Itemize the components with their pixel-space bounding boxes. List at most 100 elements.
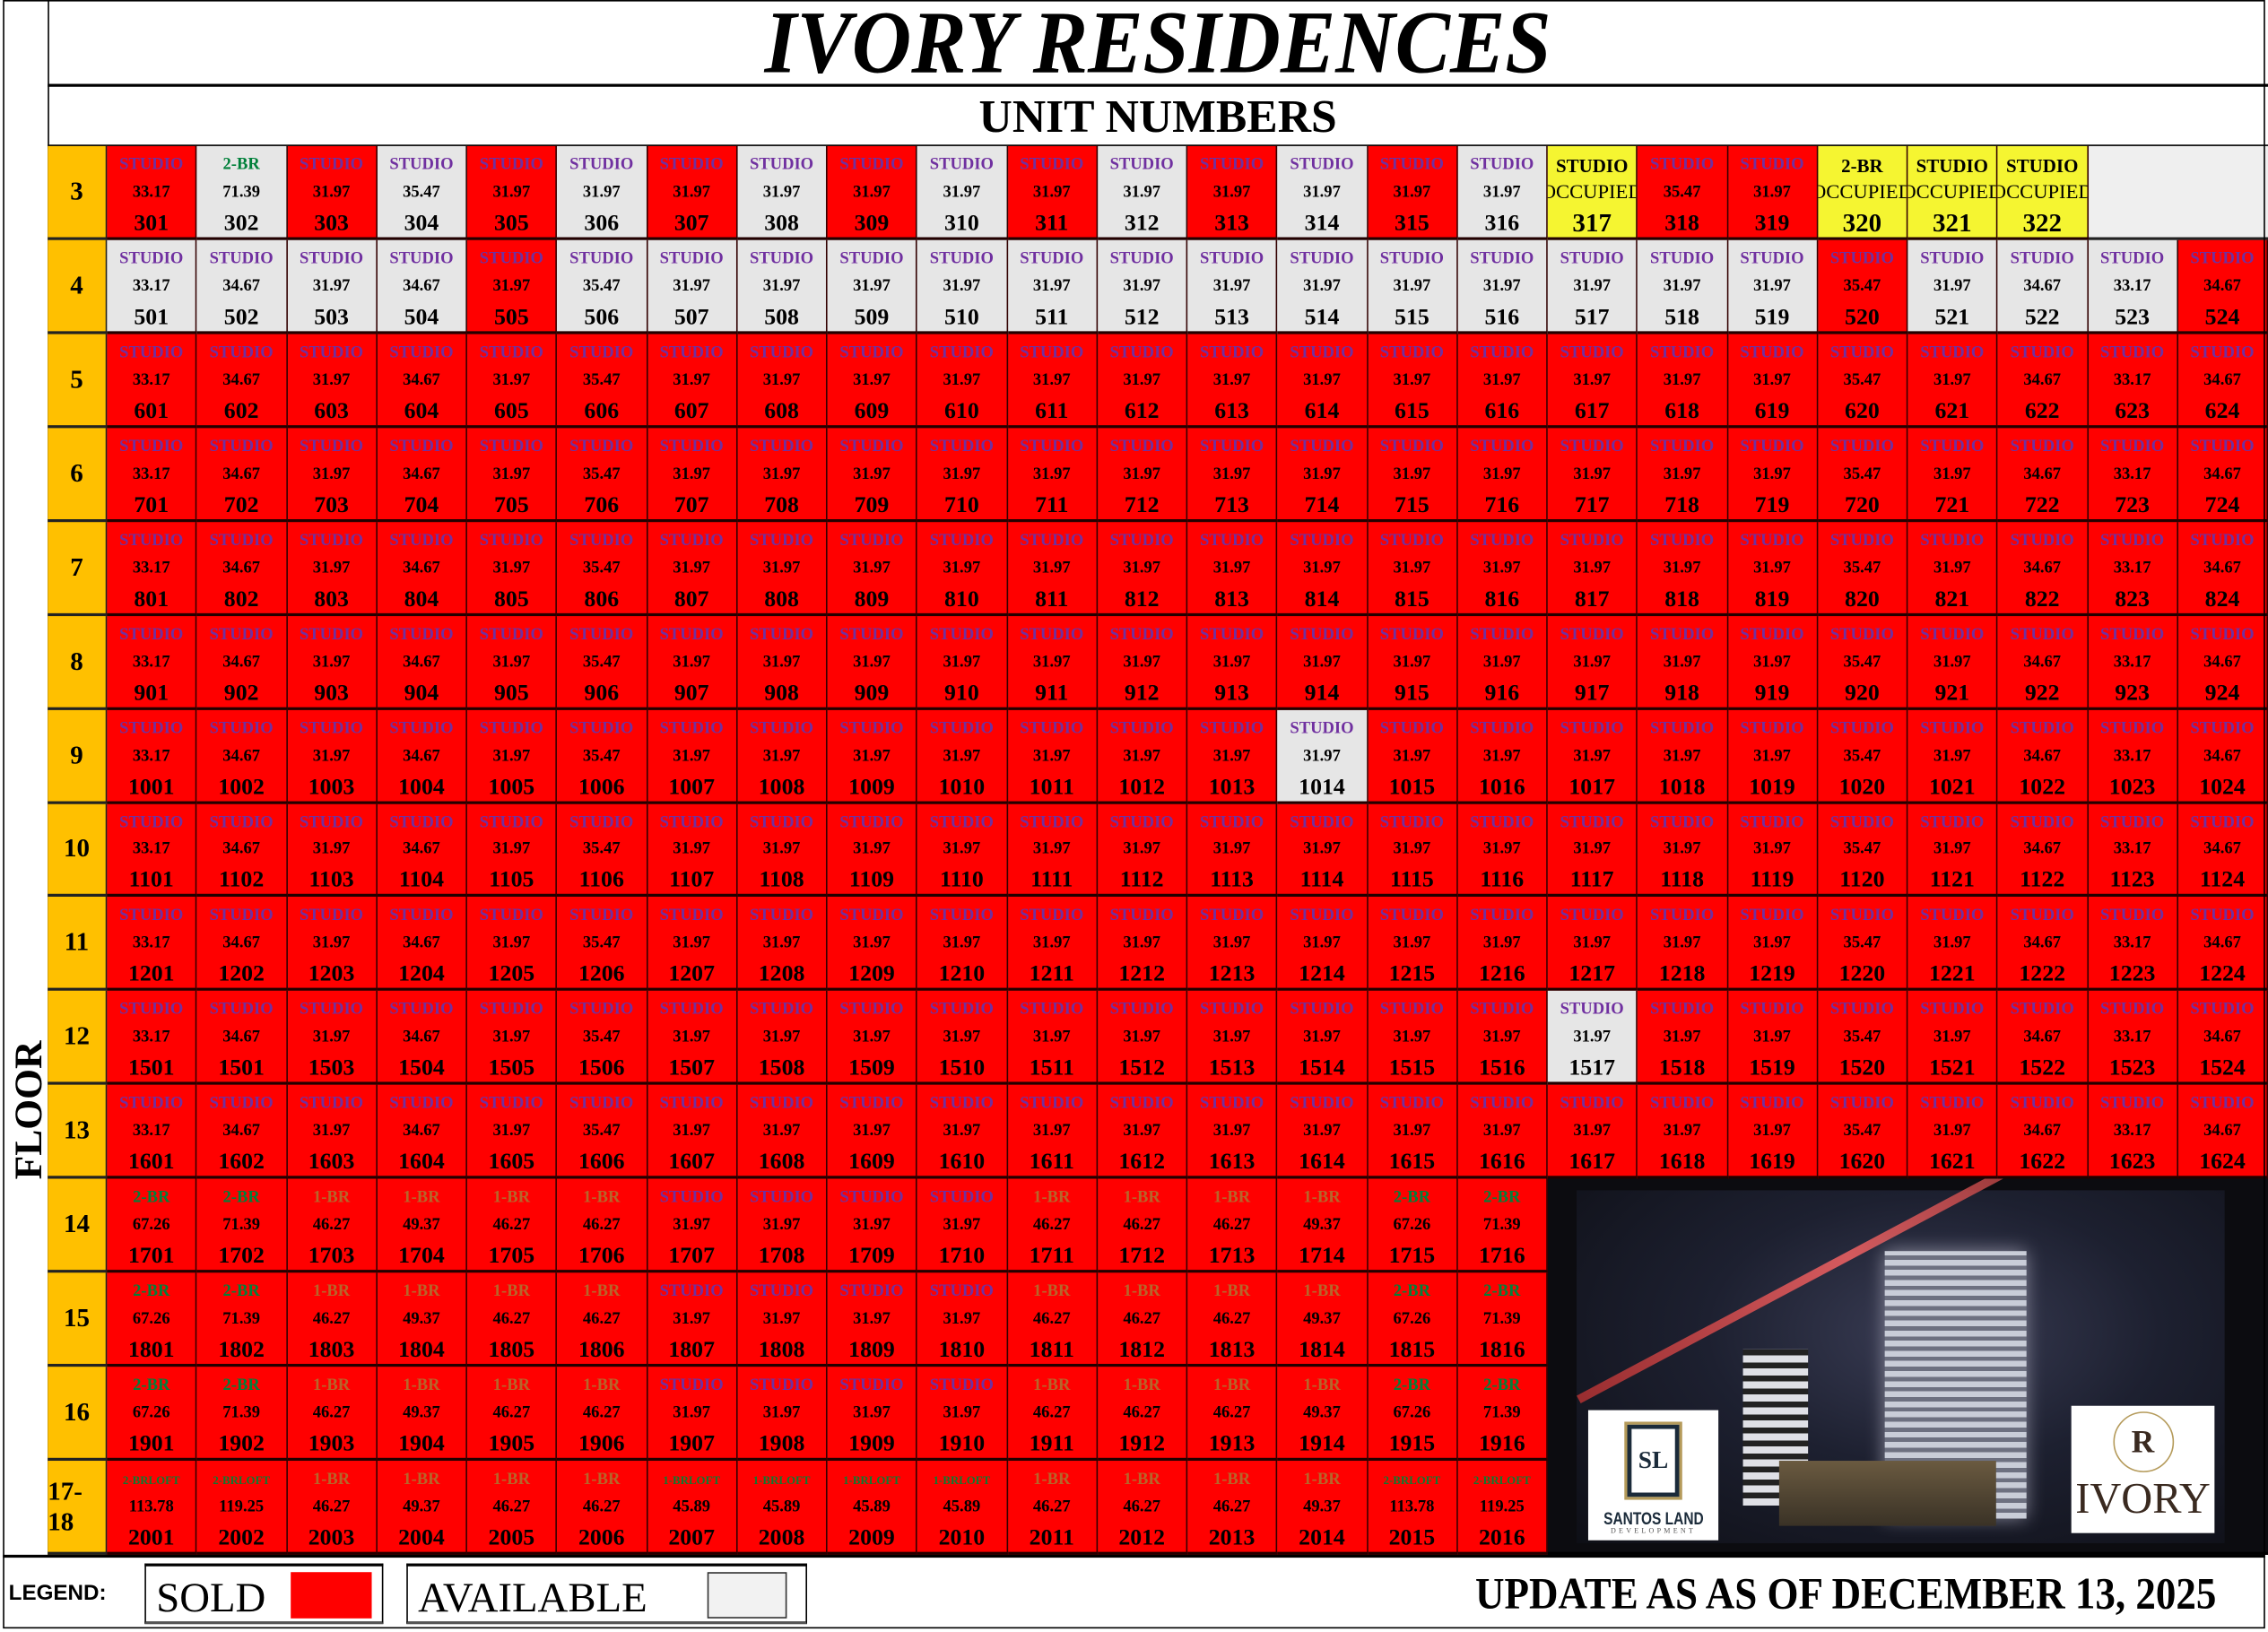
unit-type: 1-BR <box>492 1471 530 1489</box>
unit-area: 31.97 <box>673 183 711 202</box>
unit-number: 604 <box>404 398 439 424</box>
unit-cell-available: STUDIO 31.97 521 <box>1907 239 1998 334</box>
unit-number: 1611 <box>1029 1150 1074 1176</box>
legend-sold-label: SOLD <box>156 1575 266 1622</box>
unit-type: STUDIO <box>1470 813 1534 831</box>
unit-number: 1124 <box>2199 868 2246 893</box>
unit-area: 34.67 <box>222 559 261 577</box>
unit-type: STUDIO <box>479 625 543 644</box>
unit-cell-available: STUDIO 31.97 306 <box>557 145 647 240</box>
unit-area: 34.67 <box>2023 653 2062 671</box>
unit-type: STUDIO <box>569 907 634 925</box>
unit-type: STUDIO <box>839 1282 904 1301</box>
unit-cell-available: STUDIO 31.97 308 <box>737 145 828 240</box>
unit-area: 31.97 <box>1573 464 1612 483</box>
unit-area: 34.67 <box>403 747 440 765</box>
unit-cell-sold: STUDIO 31.97 713 <box>1187 428 1278 522</box>
unit-area: 31.97 <box>1212 277 1251 295</box>
unit-cell-sold: STUDIO 31.97 303 <box>287 145 378 240</box>
unit-area: 31.97 <box>1753 183 1791 202</box>
unit-cell-sold: STUDIO 34.67 1002 <box>196 709 288 804</box>
unit-type: 1-BR <box>1123 1189 1160 1207</box>
unit-type: STUDIO <box>1379 532 1444 550</box>
unit-number: 724 <box>2204 492 2240 517</box>
unit-cell-sold: STUDIO 35.47 806 <box>557 521 647 616</box>
unit-number: 1202 <box>218 962 265 987</box>
unit-type: STUDIO <box>1379 625 1444 644</box>
unit-cell-sold: 1-BRLOFT 45.89 2009 <box>827 1461 917 1555</box>
unit-number: 1123 <box>2109 868 2155 893</box>
unit-type: 1-BR <box>1033 1376 1071 1395</box>
unit-number: 813 <box>1214 586 1249 612</box>
unit-cell-sold: 2-BRLOFT 113.78 2015 <box>1367 1461 1458 1555</box>
unit-area: 31.97 <box>312 183 351 202</box>
unit-cell-sold: STUDIO 31.97 609 <box>827 334 917 429</box>
unit-area: 119.25 <box>219 1498 265 1516</box>
unit-number: 1704 <box>398 1244 445 1269</box>
unit-type: STUDIO <box>659 719 724 737</box>
unit-cell-sold: STUDIO 31.97 605 <box>466 334 558 429</box>
unit-area: 31.97 <box>1482 277 1521 295</box>
unit-area: 31.97 <box>1212 934 1251 952</box>
unit-cell-sold: STUDIO 31.97 1003 <box>287 709 378 804</box>
unit-cell-sold: 1-BR 46.27 2005 <box>466 1461 558 1555</box>
unit-type: STUDIO <box>569 1095 634 1113</box>
unit-area: OCCUPIED <box>1548 182 1637 204</box>
unit-number: 623 <box>2115 398 2150 424</box>
unit-number: 921 <box>1934 681 1970 706</box>
unit-number: 307 <box>673 211 709 236</box>
unit-type: STUDIO <box>659 249 724 268</box>
unit-type: STUDIO <box>749 813 814 831</box>
unit-area: 31.97 <box>1032 840 1071 859</box>
unit-number: 1810 <box>938 1338 986 1363</box>
unit-type: STUDIO <box>1379 156 1444 174</box>
unit-area: 35.47 <box>582 840 621 859</box>
unit-cell-sold: 1-BR 49.37 1914 <box>1277 1367 1368 1462</box>
unit-area: 31.97 <box>853 559 891 577</box>
unit-cell-sold: STUDIO 31.97 1516 <box>1457 991 1548 1086</box>
unit-type: STUDIO <box>839 1189 904 1207</box>
unit-type: STUDIO <box>749 438 814 456</box>
unit-type: STUDIO <box>2190 343 2255 361</box>
unit-type: STUDIO <box>119 438 184 456</box>
unit-number: 1104 <box>398 868 445 893</box>
unit-area: 46.27 <box>1212 1498 1251 1516</box>
unit-cell-sold: 2-BR 67.26 1901 <box>107 1367 197 1462</box>
unit-number: 1701 <box>127 1244 175 1269</box>
unit-area: 31.97 <box>1032 371 1071 389</box>
unit-type: STUDIO <box>209 1001 274 1020</box>
unit-area: 71.39 <box>222 1216 261 1235</box>
unit-type: STUDIO <box>1740 1001 1804 1020</box>
unit-type: STUDIO <box>1829 1095 1894 1113</box>
unit-cell-occupied: 2-BR OCCUPIED 320 <box>1818 145 1908 240</box>
unit-cell-sold: STUDIO 31.97 305 <box>466 145 558 240</box>
unit-number: 1018 <box>1658 774 1706 800</box>
unit-cell-sold: STUDIO 33.17 1223 <box>2088 897 2178 992</box>
unit-cell-sold: STUDIO 31.97 818 <box>1638 521 1728 616</box>
unit-cell-sold: STUDIO 34.67 924 <box>2177 615 2268 710</box>
unit-area: 33.17 <box>2113 559 2151 577</box>
unit-cell-sold: STUDIO 35.47 1620 <box>1818 1085 1908 1179</box>
unit-number: 1612 <box>1118 1150 1165 1176</box>
unit-number: 1615 <box>1388 1150 1436 1176</box>
unit-number: 916 <box>1484 681 1520 706</box>
unit-number: 622 <box>2024 398 2060 424</box>
unit-number: 504 <box>404 305 439 330</box>
unit-area: 31.97 <box>1663 1029 1701 1046</box>
unit-cell-sold: STUDIO 31.97 1510 <box>917 991 1008 1086</box>
unit-number: 320 <box>1842 208 1882 238</box>
unit-type: STUDIO <box>2010 907 2074 925</box>
unit-number: 821 <box>1934 586 1970 612</box>
unit-type: STUDIO <box>1650 343 1715 361</box>
unit-cell-available: STUDIO 31.97 517 <box>1547 239 1638 334</box>
unit-type: STUDIO <box>839 907 904 925</box>
unit-area: 33.17 <box>132 840 170 859</box>
unit-number: 2003 <box>308 1525 355 1551</box>
unit-type: STUDIO <box>1379 249 1444 268</box>
unit-cell-sold: STUDIO 31.97 1609 <box>827 1085 917 1179</box>
unit-number: 805 <box>494 586 529 612</box>
unit-type: STUDIO <box>839 156 904 174</box>
unit-area: 31.97 <box>1753 371 1791 389</box>
unit-cell-sold: STUDIO 31.97 1213 <box>1187 897 1278 992</box>
unit-cell-sold: STUDIO 31.97 505 <box>466 239 558 334</box>
